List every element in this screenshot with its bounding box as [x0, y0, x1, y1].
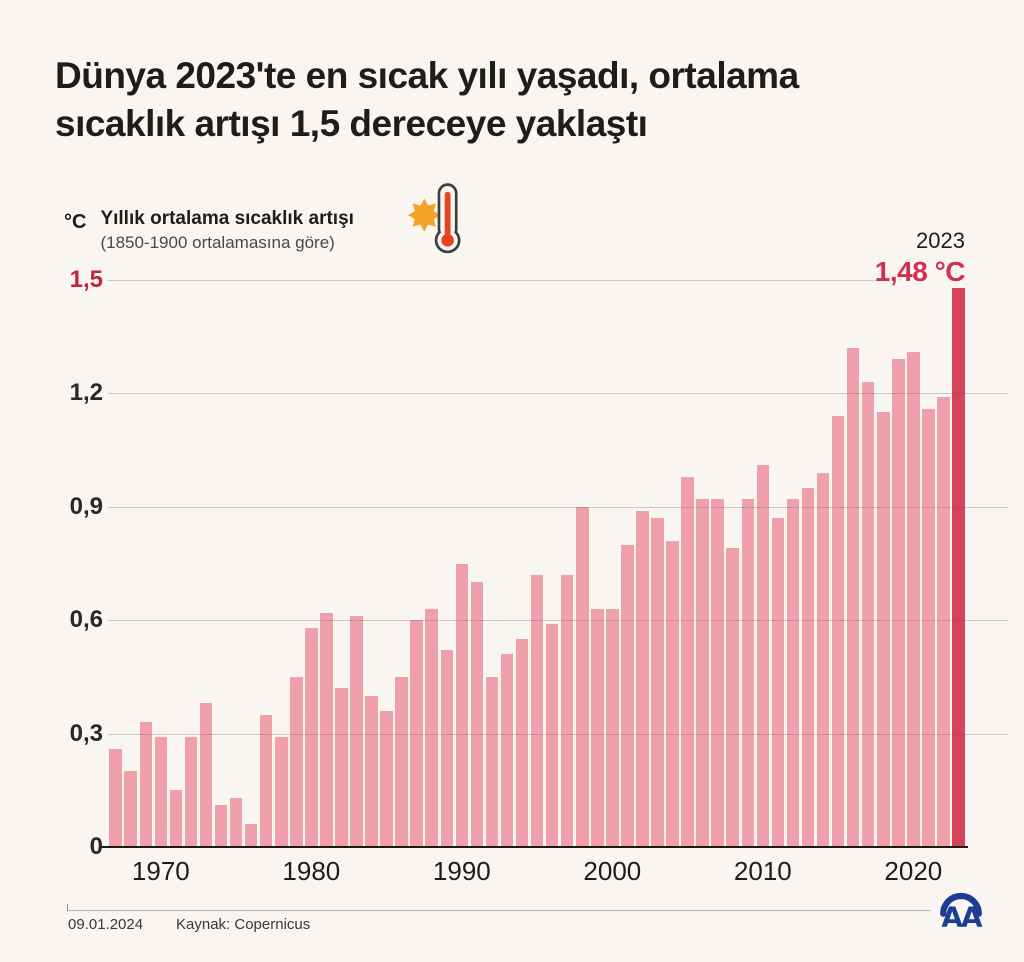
x-tick-label-1970: 1970 — [131, 856, 190, 886]
bar-1998 — [575, 506, 589, 847]
bar-1970 — [154, 737, 168, 847]
aa-logo: AA — [940, 892, 985, 933]
bar-1973 — [199, 703, 213, 847]
bar-1996 — [545, 623, 559, 847]
bar-2012 — [786, 499, 800, 847]
bar-1986 — [395, 676, 408, 847]
bar-2022 — [937, 397, 950, 847]
bar-1981 — [320, 612, 333, 847]
bar-2007 — [711, 499, 724, 847]
y-tick-label-0,6: 0,6 — [69, 606, 103, 634]
y-tick-label-1,2: 1,2 — [69, 379, 103, 407]
footer-source: Kaynak: Copernicus — [176, 916, 311, 933]
y-tick-label-0,9: 0,9 — [69, 492, 103, 520]
x-tick-label-1990: 1990 — [432, 856, 491, 886]
bar-1988 — [425, 608, 439, 847]
bar-2011 — [771, 518, 785, 847]
bar-1995 — [530, 574, 544, 847]
bar-1985 — [380, 710, 393, 847]
x-tick-label-2000: 2000 — [583, 856, 642, 886]
bar-1976 — [244, 824, 258, 847]
bar-2014 — [816, 472, 830, 847]
bar-1967 — [109, 748, 122, 847]
bar-2002 — [636, 510, 649, 847]
gridline-1,2 — [108, 393, 1008, 395]
bar-2006 — [696, 499, 709, 847]
bar-1991 — [470, 582, 484, 847]
bar-1992 — [485, 676, 499, 847]
bar-2020 — [907, 351, 920, 847]
bar-1980 — [305, 627, 318, 847]
y-tick-label-0: 0 — [89, 833, 103, 860]
bar-2009 — [741, 499, 755, 847]
bar-2018 — [876, 412, 890, 847]
bar-1990 — [455, 563, 469, 847]
bar-2003 — [651, 518, 664, 847]
bar-1989 — [440, 650, 454, 847]
highlight-value-label: 1,48 °C — [874, 256, 966, 287]
x-axis-line — [100, 846, 968, 848]
gridline-0,3 — [108, 733, 1008, 735]
bar-1975 — [229, 797, 243, 847]
y-axis-unit-label: °C — [64, 211, 87, 233]
highlight-year-label: 2023 — [916, 228, 965, 253]
aa-logo-text: AA — [941, 900, 983, 933]
bar-1978 — [274, 737, 288, 847]
bar-1997 — [560, 574, 574, 847]
bar-1968 — [124, 771, 138, 847]
highlight-annotation: 2023 1,48 °C — [874, 228, 966, 288]
chart-subtitle: Yıllık ortalama sıcaklık artışı — [100, 208, 354, 229]
chart-legend: °C Yıllık ortalama sıcaklık artışı (1850… — [64, 208, 354, 253]
bar-1993 — [500, 654, 514, 847]
page-title: Dünya 2023'te en sıcak yılı yaşadı, orta… — [55, 52, 799, 148]
chart-baseline-note: (1850-1900 ortalamasına göre) — [100, 233, 335, 252]
bar-2016 — [846, 348, 860, 847]
y-tick-label-1,5: 1,5 — [69, 266, 103, 293]
bar-1972 — [184, 737, 198, 847]
bar-2015 — [831, 416, 845, 847]
bar-1984 — [365, 695, 378, 847]
bar-1999 — [591, 608, 604, 847]
bar-2019 — [892, 359, 905, 847]
x-tick-label-2020: 2020 — [884, 856, 943, 886]
sun-thermometer-icon — [407, 183, 461, 254]
bar-1982 — [335, 688, 348, 847]
bar-1987 — [410, 620, 423, 847]
bar-2001 — [621, 544, 634, 847]
bar-1969 — [139, 722, 153, 847]
bar-2008 — [726, 548, 740, 847]
x-tick-label-1980: 1980 — [282, 856, 341, 886]
bar-2004 — [666, 540, 679, 847]
bar-1979 — [290, 676, 303, 847]
bar-2017 — [861, 382, 875, 847]
bar-1977 — [259, 714, 273, 847]
bar-2023 — [952, 287, 965, 847]
bar-2010 — [756, 465, 770, 847]
bar-2013 — [801, 487, 815, 847]
title-line-1: Dünya 2023'te en sıcak yılı yaşadı, orta… — [55, 55, 799, 96]
title-line-2: sıcaklık artışı 1,5 dereceye yaklaştı — [55, 103, 648, 144]
bar-1971 — [169, 790, 183, 847]
x-tick-label-2010: 2010 — [733, 856, 792, 886]
bar-1983 — [350, 616, 363, 847]
bar-2000 — [606, 608, 619, 847]
gridline-1,5 — [108, 280, 884, 281]
bar-2005 — [681, 476, 694, 847]
footer-divider-notch — [67, 904, 68, 911]
gridline-0,9 — [108, 506, 1008, 508]
bar-1994 — [515, 639, 529, 847]
footer-date: 09.01.2024 — [68, 916, 144, 933]
y-tick-label-0,3: 0,3 — [69, 719, 103, 747]
bar-2021 — [922, 408, 935, 847]
gridline-0,6 — [108, 620, 1008, 622]
footer-divider — [67, 910, 930, 911]
bar-1974 — [214, 805, 228, 847]
